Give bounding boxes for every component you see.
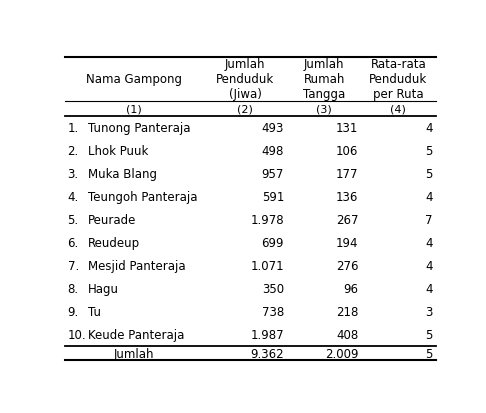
Text: Tu: Tu (87, 305, 101, 318)
Text: 350: 350 (262, 282, 284, 295)
Text: 4: 4 (425, 190, 433, 203)
Text: Lhok Puuk: Lhok Puuk (87, 144, 148, 157)
Text: 5: 5 (425, 347, 433, 360)
Text: Peurade: Peurade (87, 213, 136, 226)
Text: 3.: 3. (68, 167, 79, 180)
Text: 9.362: 9.362 (250, 347, 284, 360)
Text: Mesjid Panteraja: Mesjid Panteraja (87, 259, 185, 272)
Text: 1.071: 1.071 (250, 259, 284, 272)
Text: Hagu: Hagu (87, 282, 119, 295)
Text: 4: 4 (425, 236, 433, 249)
Text: 1.: 1. (68, 121, 79, 134)
Text: 177: 177 (336, 167, 358, 180)
Text: 3: 3 (425, 305, 433, 318)
Text: Keude Panteraja: Keude Panteraja (87, 328, 184, 341)
Text: 5.: 5. (68, 213, 79, 226)
Text: 699: 699 (261, 236, 284, 249)
Text: 5: 5 (425, 144, 433, 157)
Text: Rata-rata
Penduduk
per Ruta: Rata-rata Penduduk per Ruta (369, 58, 428, 101)
Text: 957: 957 (262, 167, 284, 180)
Text: 7.: 7. (68, 259, 79, 272)
Text: (2): (2) (237, 104, 253, 114)
Text: Jumlah
Rumah
Tangga: Jumlah Rumah Tangga (303, 58, 346, 101)
Text: 131: 131 (336, 121, 358, 134)
Text: 5: 5 (425, 167, 433, 180)
Text: (3): (3) (316, 104, 332, 114)
Text: Jumlah
Penduduk
(Jiwa): Jumlah Penduduk (Jiwa) (216, 58, 274, 101)
Text: 4: 4 (425, 282, 433, 295)
Text: 493: 493 (262, 121, 284, 134)
Text: Tunong Panteraja: Tunong Panteraja (87, 121, 190, 134)
Text: Muka Blang: Muka Blang (87, 167, 156, 180)
Text: 4: 4 (425, 259, 433, 272)
Text: 4: 4 (425, 121, 433, 134)
Text: Nama Gampong: Nama Gampong (86, 73, 182, 86)
Text: 1.978: 1.978 (250, 213, 284, 226)
Text: Reudeup: Reudeup (87, 236, 139, 249)
Text: 2.: 2. (68, 144, 79, 157)
Text: Jumlah: Jumlah (113, 347, 154, 360)
Text: 498: 498 (262, 144, 284, 157)
Text: (4): (4) (390, 104, 406, 114)
Text: 2.009: 2.009 (325, 347, 358, 360)
Text: 4.: 4. (68, 190, 79, 203)
Text: 267: 267 (336, 213, 358, 226)
Text: 218: 218 (336, 305, 358, 318)
Text: 194: 194 (336, 236, 358, 249)
Text: 7: 7 (425, 213, 433, 226)
Text: 8.: 8. (68, 282, 79, 295)
Text: 9.: 9. (68, 305, 79, 318)
Text: Teungoh Panteraja: Teungoh Panteraja (87, 190, 197, 203)
Text: 106: 106 (336, 144, 358, 157)
Text: 591: 591 (262, 190, 284, 203)
Text: 96: 96 (343, 282, 358, 295)
Text: 276: 276 (336, 259, 358, 272)
Text: 10.: 10. (68, 328, 86, 341)
Text: 408: 408 (336, 328, 358, 341)
Text: 1.987: 1.987 (250, 328, 284, 341)
Text: (1): (1) (126, 104, 141, 114)
Text: 738: 738 (262, 305, 284, 318)
Text: 136: 136 (336, 190, 358, 203)
Text: 5: 5 (425, 328, 433, 341)
Text: 6.: 6. (68, 236, 79, 249)
